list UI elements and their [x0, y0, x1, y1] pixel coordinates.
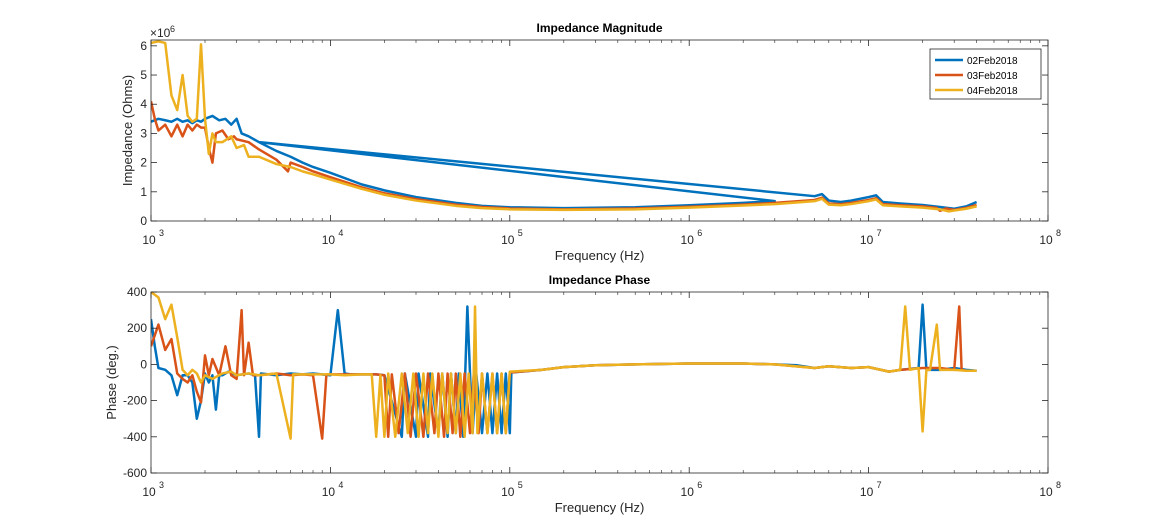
x-axis-label: Frequency (Hz)	[555, 500, 645, 515]
x-tick-label: 10	[322, 485, 336, 499]
x-tick-exponent: 5	[518, 480, 523, 490]
x-tick-label: 10	[1039, 485, 1053, 499]
x-tick-exponent: 6	[697, 228, 702, 238]
x-tick-label: 10	[142, 233, 156, 247]
x-tick-exponent: 8	[1056, 480, 1061, 490]
x-tick-label: 10	[501, 233, 515, 247]
axes-background	[151, 292, 1048, 473]
x-axis-label: Frequency (Hz)	[555, 248, 645, 263]
chart-title: Impedance Magnitude	[536, 21, 662, 35]
x-tick-exponent: 6	[697, 480, 702, 490]
legend-entry: 04Feb2018	[967, 86, 1018, 97]
x-tick-exponent: 4	[338, 228, 343, 238]
y-tick-label: -400	[123, 430, 147, 444]
x-tick-label: 10	[1039, 233, 1053, 247]
x-tick-exponent: 4	[338, 480, 343, 490]
x-tick-label: 10	[142, 485, 156, 499]
y-multiplier-exponent: 6	[170, 24, 175, 34]
y-tick-label: 200	[127, 321, 147, 335]
x-tick-exponent: 8	[1056, 228, 1061, 238]
series-group	[151, 40, 978, 213]
x-tick-exponent: 7	[877, 228, 882, 238]
y-tick-label: 2	[140, 156, 147, 170]
axes-box	[150, 291, 1049, 474]
y-tick-label: 0	[140, 214, 147, 228]
y-tick-label: 1	[140, 185, 147, 199]
legend-entry: 03Feb2018	[967, 71, 1018, 82]
axes-background	[151, 40, 1048, 221]
y-tick-label: 0	[140, 357, 147, 371]
series-line-02Feb2018	[151, 114, 978, 210]
y-axis-label: Phase (deg.)	[104, 345, 119, 419]
series-line-04Feb2018	[151, 292, 977, 440]
x-tick-label: 10	[322, 233, 336, 247]
y-multiplier: ×10	[150, 26, 171, 40]
x-tick-label: 10	[681, 233, 695, 247]
legend-entry: 02Feb2018	[967, 56, 1018, 67]
x-tick-exponent: 5	[518, 228, 523, 238]
phase-plot: 10 3 10 4 10 5 10 6 10 7 10 8-600-400-2000200400Imp…	[104, 273, 1061, 515]
series-line-04Feb2018	[151, 40, 977, 213]
axes-box	[150, 39, 1049, 222]
y-tick-label: 5	[140, 68, 147, 82]
x-tick-exponent: 7	[877, 480, 882, 490]
x-tick-label: 10	[860, 485, 874, 499]
y-tick-label: 3	[140, 126, 147, 140]
y-axis-label: Impedance (Ohms)	[120, 75, 135, 186]
x-tick-label: 10	[860, 233, 874, 247]
y-tick-label: 6	[140, 39, 147, 53]
y-tick-label: 400	[127, 285, 147, 299]
y-tick-label: -600	[123, 466, 147, 480]
x-tick-label: 10	[501, 485, 515, 499]
chart-title: Impedance Phase	[549, 273, 651, 287]
y-tick-label: -200	[123, 394, 147, 408]
x-tick-label: 10	[681, 485, 695, 499]
x-tick-exponent: 3	[159, 228, 164, 238]
x-tick-exponent: 3	[159, 480, 164, 490]
y-tick-label: 4	[140, 97, 147, 111]
legend: 02Feb2018 03Feb2018 04Feb2018	[929, 48, 1042, 100]
series-group	[151, 292, 977, 440]
